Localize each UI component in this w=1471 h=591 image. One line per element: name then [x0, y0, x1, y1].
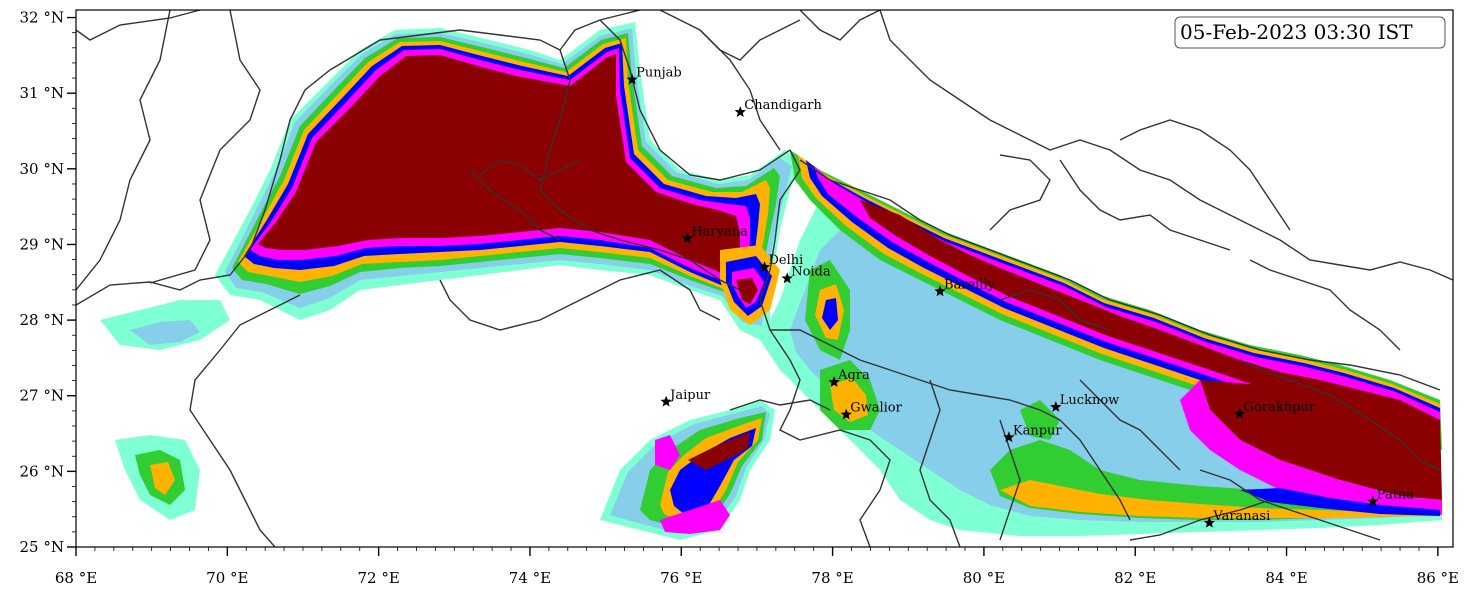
- city-star-icon: [934, 285, 946, 297]
- city-star-icon: [1050, 401, 1062, 412]
- precip-region-west-fringe: [100, 300, 230, 520]
- x-tick-label: 82 °E: [1114, 569, 1156, 587]
- plot-frame: [75, 9, 1454, 548]
- precip-region-west: [215, 22, 800, 340]
- precip-contour-level-5: [655, 435, 680, 470]
- city-star-icon: [758, 261, 771, 273]
- city-star-icon: [660, 395, 672, 407]
- longitude-axis: 68 °E 70 °E 72 °E 74 °E 76 °E 78 °E 80 °E 82 °E…: [55, 547, 1459, 587]
- precip-contour-level-6: [258, 54, 740, 276]
- y-tick-label: 25 °N: [20, 538, 64, 556]
- timestamp-box: 05-Feb-2023 03:30 IST: [1174, 16, 1446, 49]
- precip-contour-level-6: [1200, 380, 1442, 500]
- x-tick-label: 72 °E: [357, 569, 399, 587]
- precip-contour-level-5: [1180, 380, 1442, 515]
- y-tick-label: 28 °N: [20, 311, 64, 329]
- x-tick-label: 74 °E: [509, 569, 551, 587]
- y-tick-label: 30 °N: [20, 160, 64, 178]
- city-label: Patna: [1377, 488, 1415, 503]
- latitude-axis: 25 °N 26 °N 27 °N 28 °N 29 °N 30 °N 31 °N 32 °N: [20, 9, 76, 556]
- precip-contour-level-5: [660, 500, 730, 534]
- precip-contour-level-3: [830, 378, 868, 422]
- precip-contour-level-6: [736, 278, 758, 304]
- city-label: Lucknow: [1060, 393, 1120, 408]
- city-star-icon: [681, 232, 694, 244]
- precip-contour-level-2: [1020, 400, 1060, 440]
- city-star-icon: [840, 408, 852, 420]
- city-label: Punjab: [636, 66, 682, 81]
- precip-region-foothills: [790, 150, 1442, 516]
- city-label: Jaipur: [668, 388, 711, 403]
- city-label: Agra: [837, 368, 870, 383]
- y-tick-label: 27 °N: [20, 387, 64, 405]
- y-tick-label: 31 °N: [20, 84, 64, 102]
- city-star-icon: [1203, 516, 1216, 528]
- city-label: Bareilly: [944, 277, 996, 292]
- city-label: Chandigarh: [744, 98, 822, 113]
- precipitation-shading: [100, 22, 1442, 540]
- x-tick-label: 76 °E: [660, 569, 702, 587]
- timestamp-label: 05-Feb-2023 03:30 IST: [1180, 20, 1413, 44]
- precip-contour-level-5: [814, 166, 1440, 438]
- city-star-icon: [1367, 495, 1379, 507]
- city-label: Delhi: [769, 253, 804, 268]
- x-tick-label: 84 °E: [1265, 569, 1307, 587]
- x-tick-label: 78 °E: [811, 569, 853, 587]
- precip-region-rajasthan: [600, 400, 775, 540]
- precip-contour-level-3: [1000, 480, 1436, 518]
- precip-contour-level-4: [822, 298, 838, 330]
- city-label: Haryana: [691, 224, 748, 239]
- boundary-lines: [76, 10, 1453, 547]
- x-tick-label: 80 °E: [963, 569, 1005, 587]
- city-label: Gwalior: [850, 401, 902, 416]
- precip-contour-level-3: [150, 462, 175, 495]
- x-tick-label: 86 °E: [1417, 569, 1459, 587]
- city-label: Varanasi: [1212, 509, 1270, 524]
- city-star-icon: [626, 73, 638, 85]
- x-tick-label: 68 °E: [55, 569, 97, 587]
- y-tick-label: 32 °N: [20, 9, 64, 27]
- y-tick-label: 26 °N: [20, 462, 64, 480]
- city-star-icon: [734, 106, 746, 117]
- city-label: Gorakhpur: [1244, 400, 1316, 415]
- city-label: Kanpur: [1013, 423, 1063, 438]
- city-star-icon: [828, 376, 840, 387]
- x-tick-label: 70 °E: [206, 569, 248, 587]
- y-tick-label: 29 °N: [20, 235, 64, 253]
- city-star-icon: [781, 272, 793, 284]
- precip-contour-level-1: [130, 320, 200, 345]
- precip-contour-level-4: [1240, 488, 1440, 516]
- city-star-icon: [1003, 431, 1015, 443]
- precip-contour-level-6: [688, 432, 750, 470]
- city-star-icon: [1233, 407, 1246, 419]
- city-label: Noida: [791, 265, 831, 280]
